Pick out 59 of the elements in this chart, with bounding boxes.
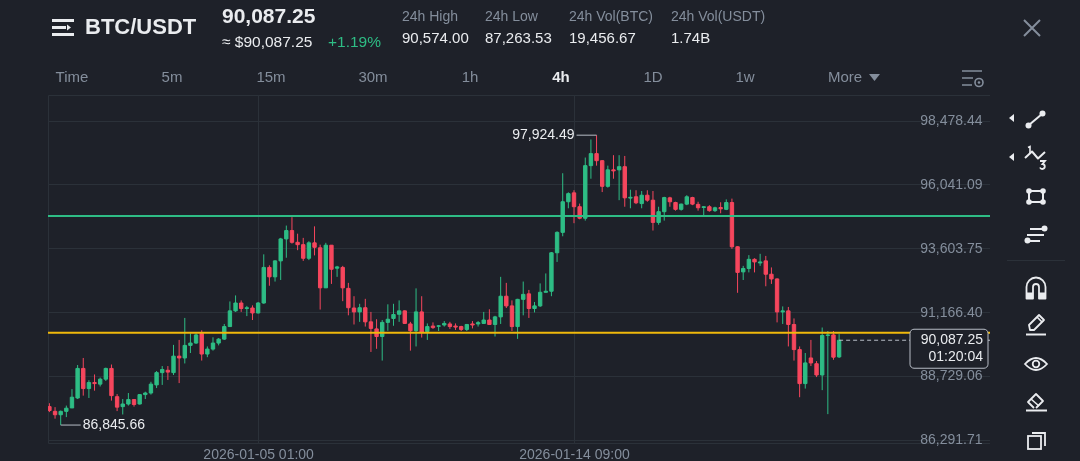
candlestick [176, 339, 182, 384]
candlestick [831, 330, 836, 361]
y-tick-label: 91,166.40 [920, 303, 983, 320]
candlestick [306, 240, 312, 261]
text: 24h Vol(BTC) [569, 8, 654, 25]
text: 19,456.67 [569, 29, 636, 47]
text: Time [55, 68, 89, 86]
text: +1.19% [328, 33, 382, 51]
candlestick [165, 365, 171, 381]
text: 1w [735, 68, 755, 86]
candlestick [526, 289, 532, 319]
text: 87,263.53 [485, 29, 552, 47]
text: 24h High [402, 8, 459, 25]
candlestick [86, 379, 92, 399]
text: 1h [461, 68, 479, 86]
candlestick [199, 329, 204, 362]
candlestick [413, 287, 419, 347]
candlestick [667, 196, 673, 208]
candlestick [171, 344, 176, 376]
y-tick-label: 96,041.09 [920, 175, 983, 192]
candlestick [611, 154, 616, 180]
text: 15m [256, 68, 286, 86]
candlestick [628, 189, 633, 209]
text: 1D [643, 68, 663, 86]
candlestick [757, 253, 763, 267]
annotation: 86,845.66 [82, 416, 146, 433]
candlestick [616, 154, 622, 201]
candlestick [340, 265, 345, 302]
text: 24h Vol(USDT) [671, 8, 766, 25]
annotation: 01:20:04 [928, 348, 984, 365]
ref-line-label: 90,087.25 [920, 331, 984, 348]
x-tick-label: 2026-01-14 09:00 [519, 445, 630, 461]
candlestick [836, 333, 842, 359]
text: 90,087.25 [222, 4, 316, 29]
candlestick [803, 352, 808, 390]
annotation: 97,924.49 [512, 126, 575, 143]
text: More [828, 68, 863, 86]
y-tick-label: 86,291.71 [920, 431, 983, 448]
y-tick-label: 88,729.06 [920, 367, 983, 384]
candlestick [605, 165, 611, 189]
y-tick-label: 93,603.75 [920, 239, 983, 256]
candlestick [334, 265, 340, 278]
chart-title: BTC/USDT [85, 14, 197, 40]
y-tick-label: 98,478.44 [920, 112, 983, 129]
text: 5m [161, 68, 183, 86]
candlestick [267, 264, 272, 287]
candlestick [419, 295, 424, 339]
x-tick-label: 2026-01-05 01:00 [203, 445, 315, 461]
text: 30m [358, 68, 388, 86]
candlestick [81, 357, 86, 397]
candlestick [357, 303, 362, 323]
text: 24h Low [485, 8, 538, 25]
text: ≈ $90,087.25 [222, 33, 313, 51]
text: 90,574.00 [402, 29, 469, 47]
candlestick [92, 373, 97, 392]
text: 4h [552, 68, 570, 86]
candlestick [633, 189, 639, 205]
text: 1.74B [671, 29, 711, 47]
candlestick [430, 321, 436, 330]
